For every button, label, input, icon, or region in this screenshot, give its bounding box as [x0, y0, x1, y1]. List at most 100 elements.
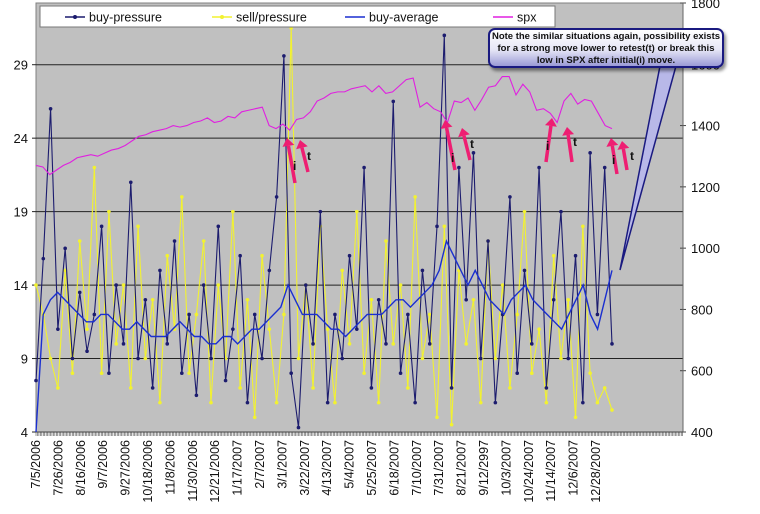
- arrow-head: [282, 138, 295, 147]
- arrow-head: [544, 118, 557, 127]
- data-point: [420, 268, 425, 273]
- x-tick-label: 8/21/2007: [455, 440, 469, 496]
- x-tick-label: 8/16/2006: [74, 440, 88, 496]
- data-point: [56, 386, 60, 390]
- data-point: [107, 371, 111, 376]
- y-right-tick-label: 1400: [691, 119, 720, 134]
- data-point: [252, 415, 257, 420]
- data-point: [522, 268, 527, 273]
- data-point: [223, 378, 228, 383]
- data-point: [391, 99, 396, 104]
- data-point: [136, 224, 140, 229]
- data-point: [347, 342, 352, 346]
- series-buy-pressure: [34, 33, 614, 430]
- data-point: [340, 268, 345, 273]
- data-point: [209, 356, 213, 361]
- x-tick-label: 7/26/2006: [51, 440, 65, 496]
- data-point: [99, 224, 104, 229]
- data-point: [478, 400, 483, 405]
- data-point: [478, 356, 483, 361]
- y-right-tick-label: 1000: [691, 241, 720, 256]
- data-point: [34, 378, 38, 383]
- data-point: [442, 33, 447, 38]
- x-tick-label: 12/21/2006: [208, 440, 222, 503]
- x-tick-label: 10/3/2007: [499, 440, 513, 496]
- data-point: [442, 224, 447, 229]
- x-tick-label: 11/14/2007: [544, 440, 558, 502]
- annotation-arrow: i: [282, 138, 297, 184]
- data-point: [398, 371, 403, 376]
- data-point: [318, 209, 323, 214]
- data-point: [508, 195, 512, 199]
- data-point: [581, 400, 585, 405]
- data-point: [471, 151, 476, 155]
- data-point: [209, 400, 213, 405]
- data-point: [529, 342, 534, 346]
- data-point: [70, 356, 75, 361]
- data-point: [347, 253, 352, 258]
- data-point: [537, 327, 541, 331]
- data-point: [158, 268, 162, 273]
- data-point: [588, 371, 592, 376]
- data-point: [333, 400, 337, 405]
- annotation-label: i: [612, 153, 615, 167]
- arrow-head: [440, 120, 453, 130]
- data-point: [413, 400, 417, 405]
- data-point: [449, 422, 454, 427]
- data-point: [194, 393, 199, 398]
- data-point: [340, 356, 345, 361]
- data-point: [34, 283, 38, 287]
- data-point: [515, 371, 520, 376]
- data-point: [435, 224, 439, 229]
- data-point: [121, 283, 126, 287]
- data-point: [296, 356, 301, 361]
- data-point: [41, 256, 46, 261]
- y-right-tick-label: 800: [691, 302, 713, 317]
- data-point: [566, 297, 571, 302]
- x-tick-label: 12/6/2007: [567, 440, 581, 496]
- arrow-head: [296, 140, 308, 150]
- data-point: [508, 386, 512, 390]
- data-point: [77, 290, 82, 295]
- data-point: [529, 371, 534, 376]
- data-point: [216, 283, 221, 287]
- annotation-arrow: t: [458, 128, 474, 161]
- arrow-head: [606, 138, 619, 147]
- data-point: [267, 327, 272, 331]
- x-tick-label: 7/31/2007: [432, 440, 446, 496]
- x-tick-label: 12/28/2007: [589, 440, 603, 503]
- data-point: [150, 386, 155, 390]
- x-tick-label: 9/7/2006: [96, 440, 110, 489]
- x-tick-label: 7/10/2007: [410, 440, 424, 496]
- arrow-head: [458, 128, 470, 138]
- x-tick-label: 11/8/2006: [163, 440, 177, 495]
- data-point: [180, 195, 184, 199]
- data-point: [515, 312, 520, 317]
- data-point: [238, 386, 242, 390]
- data-point: [121, 342, 126, 346]
- data-point: [311, 342, 315, 346]
- data-point: [245, 400, 250, 405]
- arrow-shaft: [444, 127, 457, 171]
- data-point: [355, 327, 359, 331]
- annotation-label: t: [307, 149, 311, 163]
- data-point: [602, 165, 607, 170]
- data-point: [588, 151, 592, 155]
- data-point: [99, 371, 104, 376]
- data-point: [92, 312, 97, 317]
- data-point: [406, 312, 410, 317]
- data-point: [325, 400, 330, 405]
- data-point: [522, 209, 527, 214]
- data-point: [384, 342, 388, 346]
- data-point: [435, 415, 439, 420]
- data-point: [114, 283, 119, 287]
- data-point: [362, 371, 366, 376]
- data-point: [362, 165, 366, 170]
- series-line: [35, 238, 613, 433]
- x-tick-label: 4/13/2007: [320, 440, 334, 496]
- data-point: [537, 165, 541, 170]
- x-tick-label: 9/12/2997: [477, 440, 491, 496]
- y-right-tick-label: 1200: [691, 180, 720, 195]
